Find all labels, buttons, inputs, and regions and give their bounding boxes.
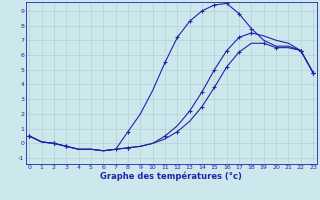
X-axis label: Graphe des températures (°c): Graphe des températures (°c) [100, 172, 242, 181]
